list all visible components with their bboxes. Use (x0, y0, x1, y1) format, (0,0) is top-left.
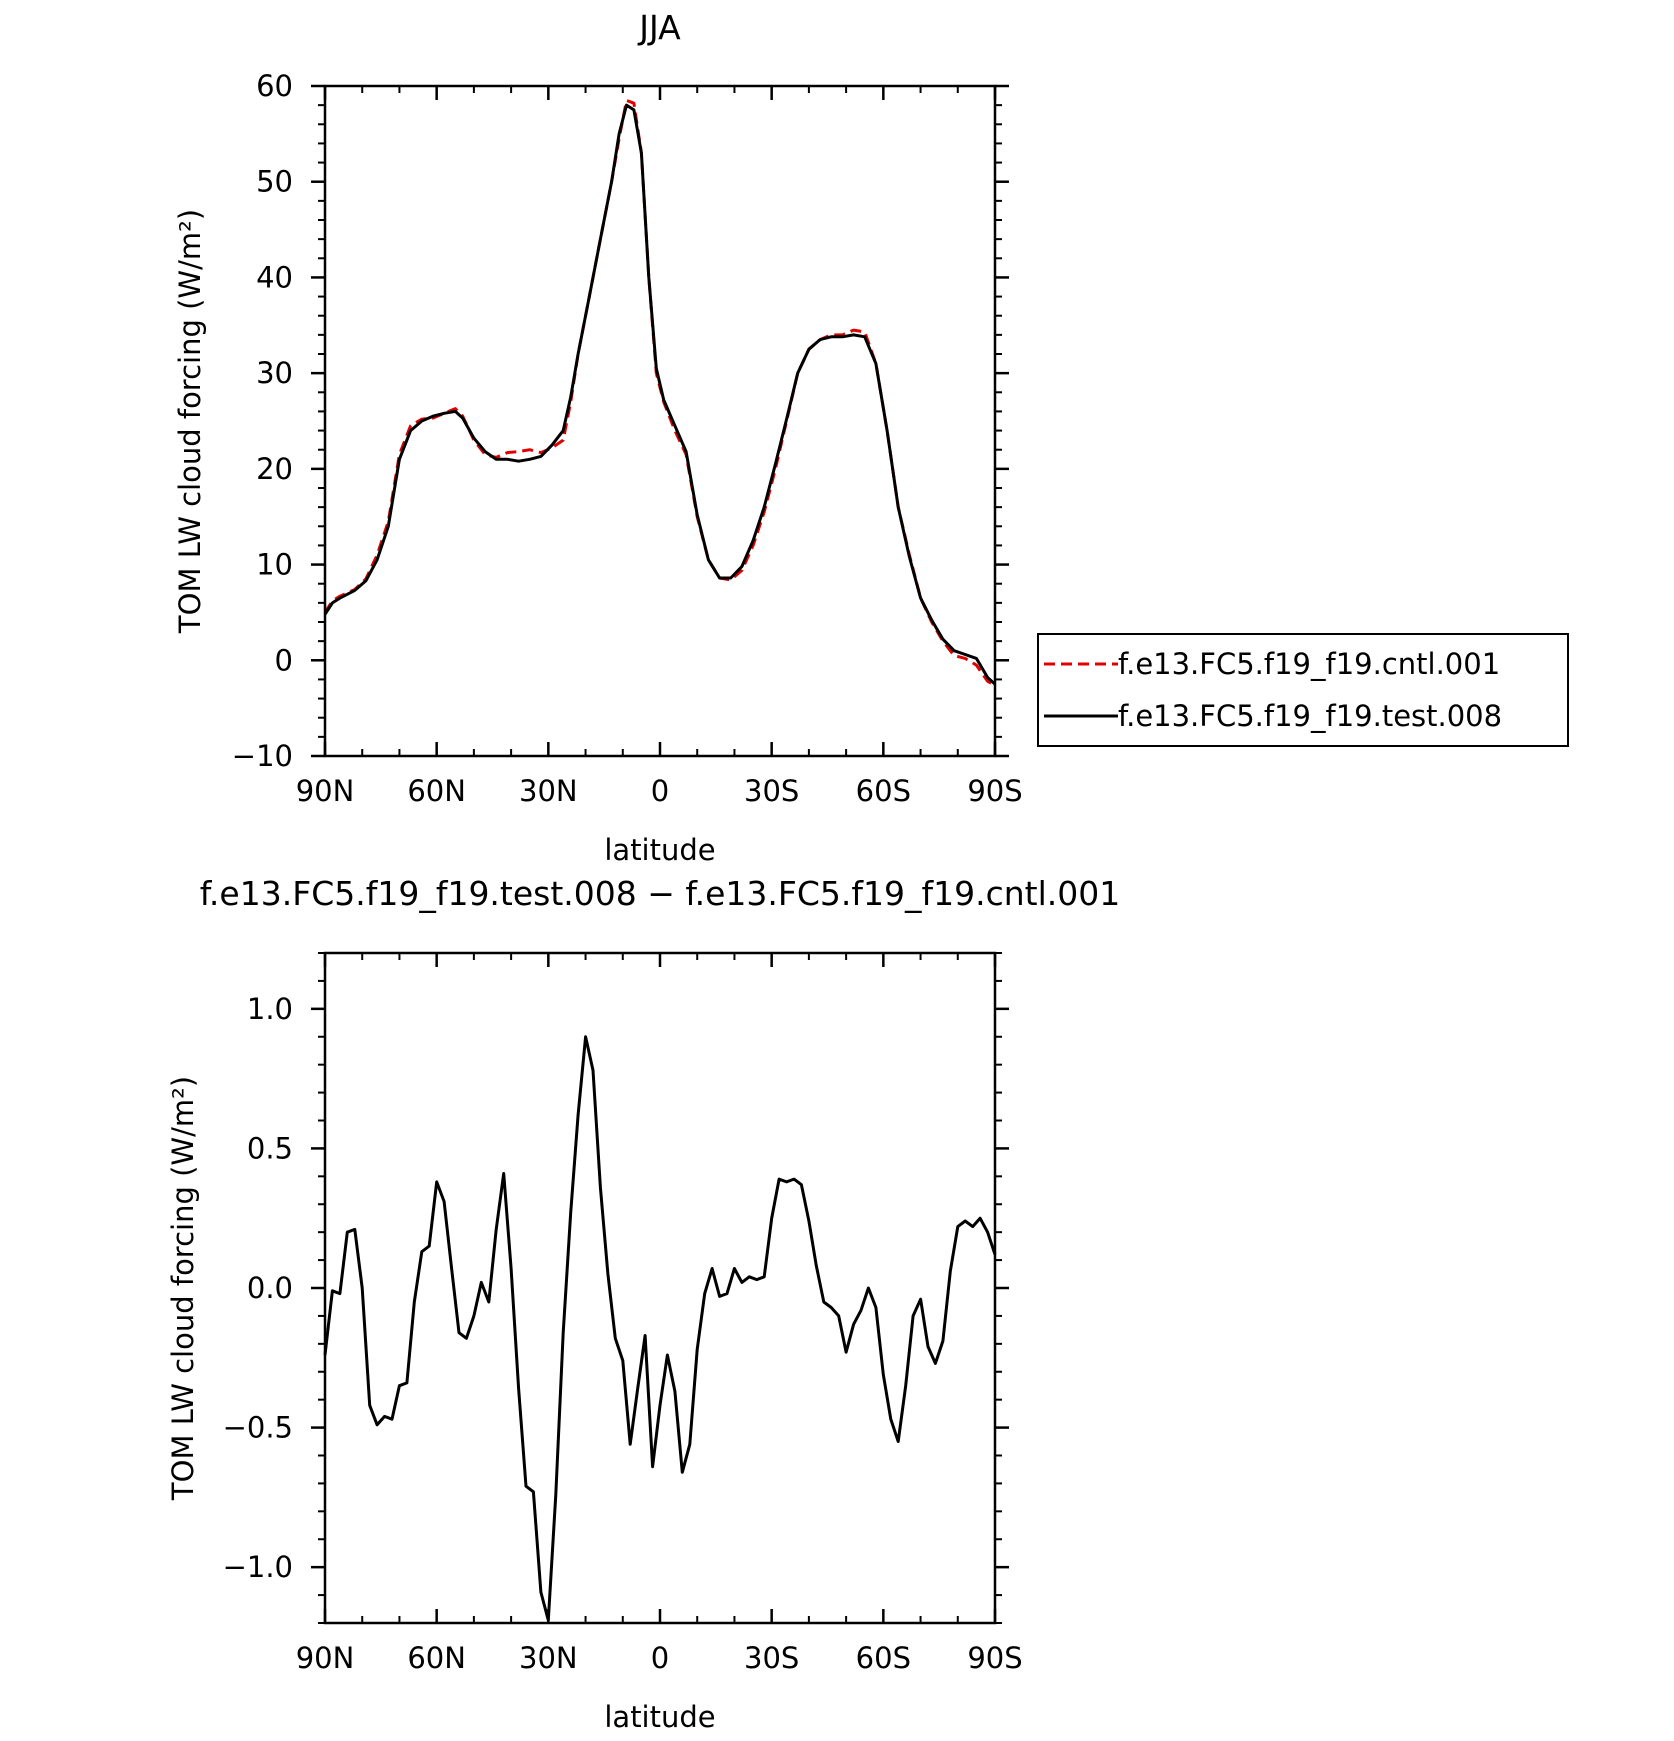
bottom-y-tick-label: 1.0 (247, 992, 293, 1026)
bottom-panel: f.e13.FC5.f19_f19.test.008 − f.e13.FC5.f… (166, 874, 1120, 1734)
bottom-y-tick-label: −1.0 (223, 1550, 293, 1584)
top-x-tick-label: 0 (651, 774, 669, 808)
top-y-tick-label: 60 (256, 69, 293, 103)
bottom-y-tick-label: −0.5 (223, 1411, 293, 1445)
bottom-x-tick-label: 0 (651, 1641, 669, 1675)
top-x-tick-label: 60S (856, 774, 911, 808)
top-x-axis-label: latitude (604, 833, 715, 867)
top-x-tick-label: 60N (407, 774, 466, 808)
bottom-x-tick-label: 60N (407, 1641, 466, 1675)
bottom-series-line-0 (323, 1035, 997, 1622)
bottom-x-tick-label: 90S (967, 1641, 1022, 1675)
top-x-tick-label: 30S (744, 774, 799, 808)
bottom-y-tick-label: 0.5 (247, 1131, 293, 1165)
top-chart-title: JJA (637, 8, 681, 47)
top-y-tick-label: −10 (232, 739, 293, 773)
bottom-chart-title: f.e13.FC5.f19_f19.test.008 − f.e13.FC5.f… (200, 874, 1121, 913)
top-y-tick-label: 0 (275, 643, 293, 677)
top-x-tick-label: 90S (967, 774, 1022, 808)
top-y-axis-label: TOM LW cloud forcing (W/m²) (173, 209, 207, 634)
legend-label-test: f.e13.FC5.f19_f19.test.008 (1118, 699, 1502, 733)
bottom-x-tick-label: 90N (296, 1641, 355, 1675)
bottom-x-tick-label: 30S (744, 1641, 799, 1675)
top-y-tick-label: 30 (256, 356, 293, 390)
top-y-tick-label: 20 (256, 452, 293, 486)
bottom-plot-frame (323, 951, 997, 1625)
legend: f.e13.FC5.f19_f19.cntl.001 f.e13.FC5.f19… (1037, 633, 1569, 747)
top-y-tick-label: 40 (256, 260, 293, 294)
top-y-tick-label: 10 (256, 548, 293, 582)
top-series-line-0 (323, 98, 996, 687)
top-y-tick-label: 50 (256, 165, 293, 199)
bottom-x-tick-label: 30N (519, 1641, 578, 1675)
legend-box (1037, 633, 1569, 747)
bottom-x-tick-label: 60S (856, 1641, 911, 1675)
bottom-y-axis-label: TOM LW cloud forcing (W/m²) (166, 1076, 200, 1501)
top-x-tick-label: 30N (519, 774, 578, 808)
bottom-x-axis-label: latitude (604, 1700, 715, 1734)
bottom-y-tick-label: 0.0 (247, 1271, 293, 1305)
top-series-line-1 (323, 103, 997, 686)
top-x-tick-label: 90N (296, 774, 355, 808)
top-panel: JJA 90N 60N 30N 0 30S 60S 90S−100102030405060 … (173, 8, 1569, 867)
legend-label-cntl: f.e13.FC5.f19_f19.cntl.001 (1118, 647, 1500, 681)
